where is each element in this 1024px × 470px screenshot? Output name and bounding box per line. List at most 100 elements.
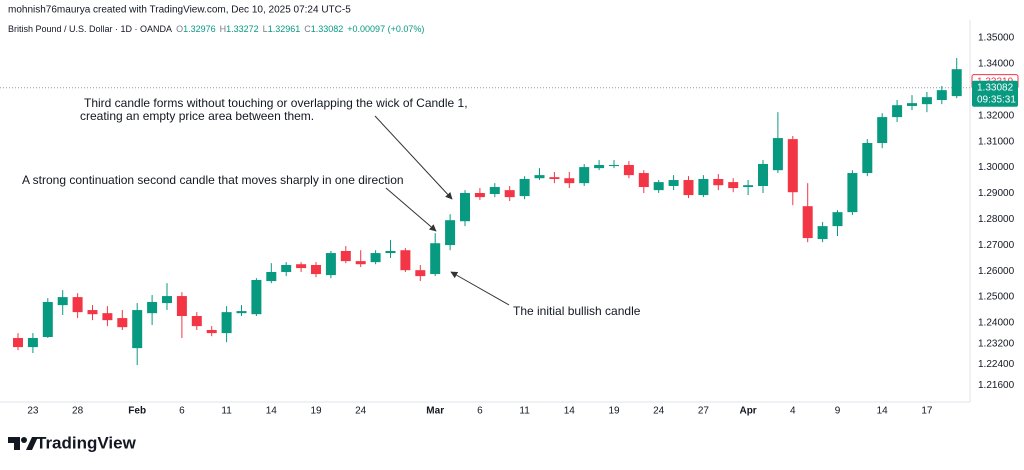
candle-body (132, 310, 143, 349)
candle-body (549, 177, 560, 179)
candle-body (385, 251, 396, 254)
countdown: 09:35:31 (977, 94, 1016, 105)
candle-body (594, 165, 605, 169)
candle-body (206, 329, 217, 334)
ohlc-key: H (220, 24, 227, 34)
candle-body (42, 302, 53, 337)
candle-body (579, 167, 590, 184)
candle-body (13, 338, 23, 348)
y-tick-label: 1.24000 (978, 318, 1015, 329)
x-tick-label: 6 (179, 406, 185, 417)
y-tick-label: 1.29000 (978, 188, 1015, 199)
candle-body (489, 187, 500, 195)
x-tick-label: 24 (355, 406, 367, 417)
x-tick-label: 19 (310, 406, 322, 417)
candle-body (370, 253, 381, 263)
credit: mohnish76maurya created with TradingView… (8, 5, 351, 16)
x-tick-label: Feb (128, 406, 146, 417)
candle-body (653, 182, 664, 191)
x-tick-label: 11 (519, 406, 530, 417)
branding: TradingView (36, 433, 137, 452)
y-tick-label: 1.30000 (978, 162, 1015, 173)
candle-body (176, 296, 187, 317)
candle-body (758, 163, 768, 186)
change: +0.00097 (+0.07%) (347, 24, 424, 34)
current-price-box (972, 80, 1018, 107)
candle-body (400, 250, 411, 271)
candle-body (266, 271, 277, 282)
y-tick-label: 1.34000 (978, 59, 1015, 70)
candle-body (430, 243, 441, 275)
y-tick-label: 1.35000 (978, 33, 1015, 44)
candle-body (921, 97, 932, 105)
y-tick-label: 1.31000 (978, 136, 1015, 147)
candle-body (474, 192, 485, 198)
x-tick-label: Apr (739, 406, 756, 417)
candle-body (564, 178, 575, 184)
candle-body (862, 142, 873, 174)
x-tick-label: 27 (698, 406, 710, 417)
candle-body (728, 182, 739, 189)
logo (8, 437, 38, 450)
candle-body (743, 185, 754, 188)
annotation: Third candle forms without touching or o… (84, 96, 468, 110)
x-tick-label: 24 (653, 406, 665, 417)
candle-body (892, 105, 903, 118)
plot: 1.35000 1.34000 1.32000 1.31000 1.30000 1.290… (0, 33, 1019, 417)
candle-body (355, 261, 366, 265)
arrow (374, 115, 453, 200)
arrow (450, 271, 510, 306)
candle-body (27, 338, 38, 348)
candle-body (102, 313, 113, 321)
candle-body (281, 264, 292, 272)
candle-body (236, 311, 247, 314)
x-tick-label: 11 (221, 406, 232, 417)
x-tick-label: 14 (266, 406, 278, 417)
candle-body (534, 175, 545, 179)
x-tick-label: 19 (608, 406, 620, 417)
x-tick-label: 14 (564, 406, 576, 417)
candle-body (907, 103, 917, 106)
y-tick-label: 1.23200 (978, 338, 1015, 349)
candle-body (72, 297, 83, 313)
candle-body (221, 312, 232, 334)
candle-body (817, 226, 828, 240)
candle-body (311, 264, 321, 275)
candle-body (296, 264, 307, 269)
ohlc-value: 1.32976 (183, 24, 216, 34)
candle-body (445, 220, 456, 246)
x-tick-label: 14 (877, 406, 889, 417)
candle-body (877, 117, 888, 143)
y-tick-label: 1.22400 (978, 359, 1015, 370)
candle-body (57, 297, 68, 306)
symbol: British Pound / U.S. Dollar · 1D · OANDA… (8, 24, 424, 34)
candle-body (325, 253, 336, 276)
x-tick-label: 28 (72, 406, 84, 417)
ohlc-key: C (304, 24, 311, 34)
candle-body (191, 316, 202, 327)
candle-body (504, 190, 515, 198)
x-tick-label: 6 (477, 406, 483, 417)
x-tick-label: 4 (790, 406, 796, 417)
ohlc-value: 1.32961 (268, 24, 301, 34)
ohlc-key: O (176, 24, 183, 34)
candle-body (683, 180, 694, 196)
candle-body (787, 139, 798, 193)
x-tick-label: 9 (835, 406, 841, 417)
symbol-name: British Pound / U.S. Dollar · 1D · OANDA (8, 24, 172, 34)
candle-body (951, 69, 962, 97)
candle-body (772, 138, 783, 171)
candle-body (460, 192, 470, 222)
candle-body (802, 206, 813, 239)
candle-body (698, 178, 709, 196)
arrow (385, 187, 437, 232)
candle-body (623, 165, 634, 176)
candle-body (251, 280, 262, 315)
ohlc-key: L (263, 24, 268, 34)
y-tick-label: 1.28000 (978, 214, 1015, 225)
candle-body (936, 90, 947, 101)
x-tick-label: 17 (921, 406, 933, 417)
y-tick-label: 1.21600 (978, 380, 1015, 391)
